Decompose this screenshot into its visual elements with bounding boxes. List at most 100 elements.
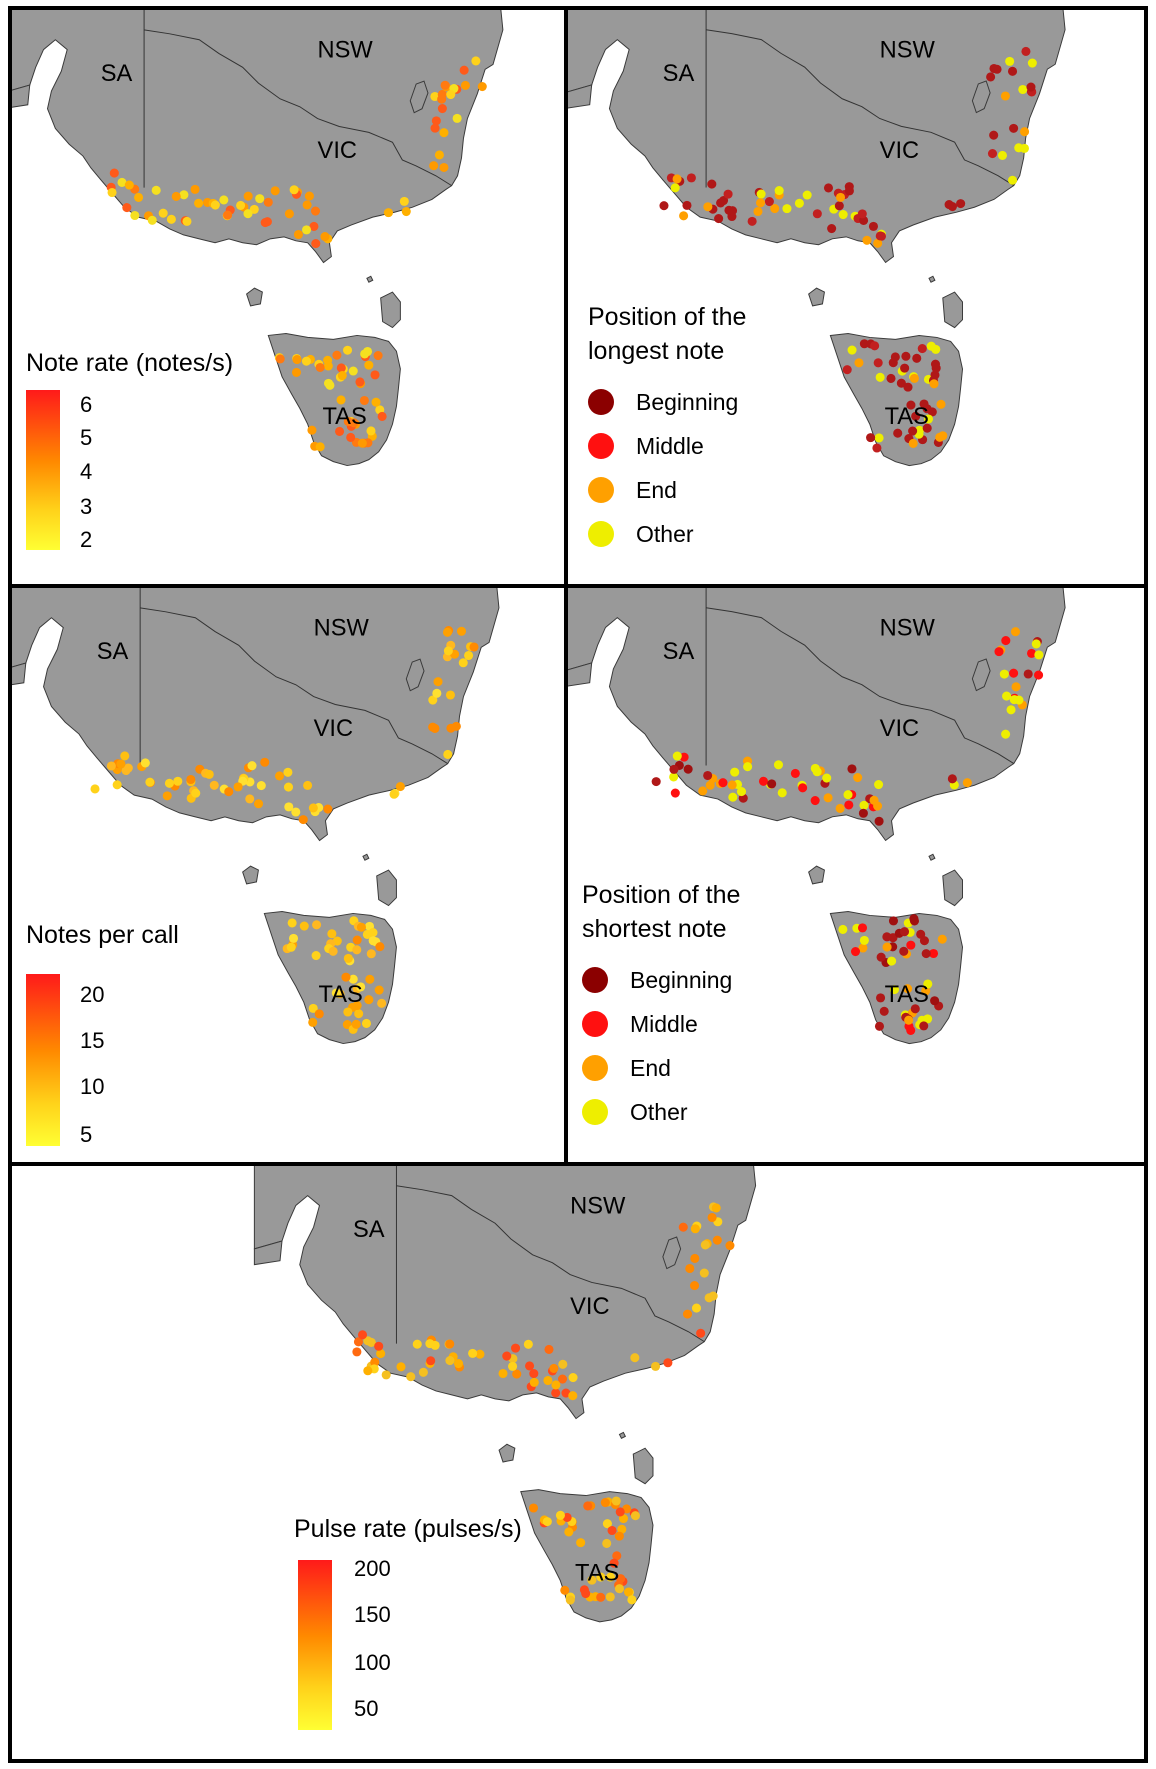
colorbar-tick: 15 [80,1028,105,1053]
recording-site-point [224,787,234,797]
state-label-sa: SA [663,61,695,87]
recording-site-point [370,1357,380,1367]
legend-swatch [588,389,614,415]
state-label-vic: VIC [570,1294,609,1320]
legend-note-rate: Note rate (notes/s) 6 5 4 3 2 [26,346,233,556]
recording-site-point [859,339,869,349]
recording-site-point [875,231,885,241]
recording-site-point [1001,636,1011,646]
recording-site-point [879,1006,889,1016]
recording-site-point [364,360,374,370]
recording-site-point [396,1362,406,1372]
colorbar-tick: 4 [80,459,93,484]
recording-site-point [823,793,833,803]
recording-site-point [352,945,362,955]
recording-site-point [630,1353,640,1363]
legend-label: Other [630,1098,688,1125]
recording-site-point [1006,705,1016,715]
recording-site-point [903,382,913,392]
mainland-shape [568,10,1066,264]
recording-site-point [758,776,769,786]
recording-site-point [1034,670,1044,680]
recording-site-point [753,206,763,217]
recording-site-point [130,210,140,221]
recording-site-point [1009,123,1019,133]
state-label-vic: VIC [880,138,919,164]
state-label-nsw: NSW [570,1193,626,1219]
recording-site-point [669,772,679,782]
recording-site-point [600,1498,610,1508]
recording-site-point [682,200,692,210]
state-label-tas: TAS [885,404,929,430]
legend-label: End [636,476,677,503]
recording-site-point [1021,46,1031,56]
recording-site-point [923,414,934,424]
recording-site-point [1009,668,1019,678]
recording-site-point [368,936,378,946]
recording-site-point [875,372,885,382]
recording-site-point [901,351,911,361]
recording-site-point [1019,143,1029,153]
recording-site-point [1031,639,1041,649]
recording-site-point [371,397,381,407]
recording-site-point [947,774,957,784]
recording-site-point [529,1377,539,1387]
recording-site-point [263,197,273,207]
state-label-sa: SA [97,639,129,665]
recording-site-point [437,94,447,104]
recording-site-point [90,784,100,794]
recording-site-point [714,214,724,224]
recording-site-point [842,365,852,375]
recording-site-point [922,404,932,414]
state-label-tas: TAS [323,404,367,430]
recording-site-point [327,929,337,939]
recording-site-point [262,217,272,227]
recording-site-point [921,986,931,996]
recording-site-point [381,1370,391,1380]
recording-site-point [437,103,447,114]
recording-site-point [418,1367,428,1377]
recording-site-point [430,123,440,133]
recording-site-point [659,201,669,211]
recording-site-point [602,1519,612,1529]
legend-item-end: End [588,468,746,512]
recording-site-point [834,201,844,211]
island-shape [366,275,374,283]
recording-site-point [502,1351,512,1361]
island-shape [971,80,991,114]
recording-site-point [283,767,293,777]
recording-site-point [301,225,312,235]
recording-site-point [373,351,383,361]
legend-item-beginning: Beginning [582,958,740,1002]
recording-site-point [374,1341,384,1351]
recording-site-point [428,722,438,732]
legend-title: Note rate (notes/s) [26,349,234,377]
colorbar: 200 150 100 50 [294,1552,434,1732]
recording-site-point [870,341,880,351]
recording-site-point [1001,729,1011,739]
recording-site-point [335,426,345,436]
recording-site-point [366,949,376,959]
recording-site-point [696,1328,706,1338]
recording-site-point [320,232,330,242]
recording-site-point [549,1363,559,1374]
recording-site-point [186,774,196,785]
recording-site-point [835,803,845,813]
recording-site-point [348,366,358,376]
recording-site-point [458,658,468,668]
recording-site-point [124,180,134,190]
state-label-sa: SA [101,61,133,87]
recording-site-point [434,150,444,160]
recording-site-point [1000,91,1010,101]
island-shape [380,291,401,329]
recording-site-point [698,786,708,796]
recording-site-point [858,943,868,953]
legend-title: Pulse rate (pulses/s) [294,1515,522,1543]
recording-site-point [245,794,255,804]
colorbar-tick: 5 [80,1122,93,1147]
recording-site-point [587,1575,597,1585]
state-border [396,1185,705,1343]
recording-site-point [899,946,909,956]
recording-site-point [847,345,857,355]
recording-site-point [366,1337,376,1347]
